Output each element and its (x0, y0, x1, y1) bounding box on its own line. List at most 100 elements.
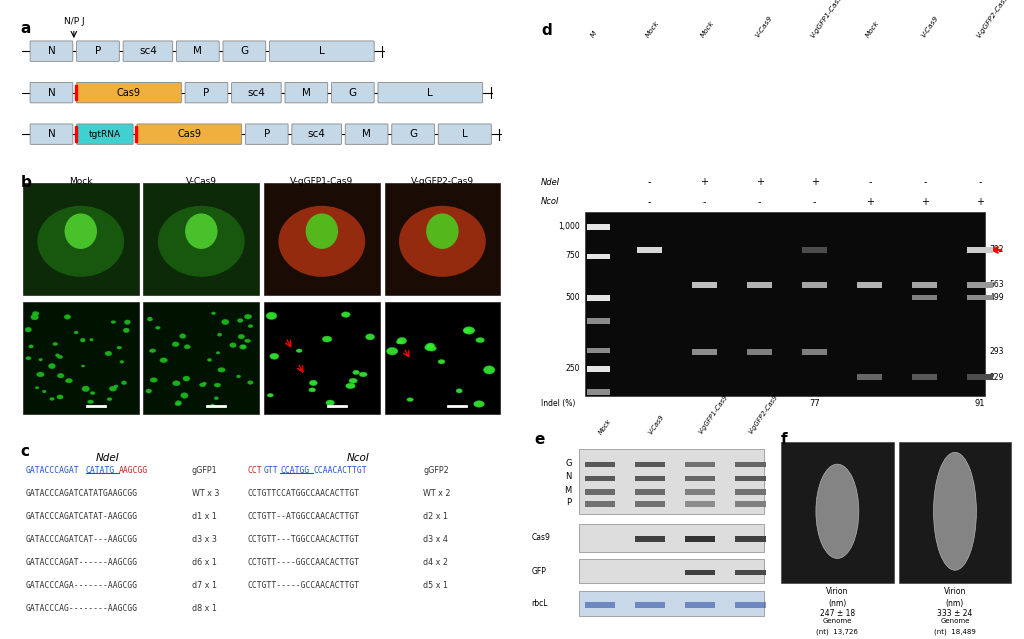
Text: NcoI: NcoI (346, 453, 370, 463)
Ellipse shape (359, 372, 368, 377)
Ellipse shape (25, 327, 32, 332)
Ellipse shape (200, 383, 206, 387)
Text: GATACCCAGAT------AAGCGG: GATACCCAGAT------AAGCGG (26, 558, 137, 567)
Text: GATACCCAG--------AAGCGG: GATACCCAG--------AAGCGG (26, 604, 137, 613)
Text: CCT: CCT (247, 466, 262, 475)
Ellipse shape (483, 366, 495, 374)
Ellipse shape (33, 311, 39, 316)
Text: gGFP2: gGFP2 (423, 466, 449, 475)
Text: NdeI: NdeI (542, 178, 560, 187)
Ellipse shape (114, 385, 118, 387)
Bar (635, 489, 666, 495)
Text: 563: 563 (989, 281, 1005, 289)
Ellipse shape (122, 381, 127, 385)
FancyBboxPatch shape (332, 82, 374, 103)
Ellipse shape (26, 357, 31, 360)
Bar (579, 449, 765, 514)
Ellipse shape (147, 317, 153, 321)
Text: +: + (866, 197, 873, 207)
Ellipse shape (111, 321, 116, 323)
Text: +: + (811, 177, 819, 187)
Ellipse shape (214, 397, 218, 400)
Ellipse shape (216, 351, 220, 354)
Text: V-gGFP1-Cas9: V-gGFP1-Cas9 (697, 394, 729, 435)
FancyBboxPatch shape (30, 124, 73, 144)
Text: +: + (976, 197, 984, 207)
Text: -: - (978, 177, 982, 187)
Text: d5 x 1: d5 x 1 (423, 581, 449, 590)
Ellipse shape (279, 206, 366, 277)
Ellipse shape (82, 386, 89, 392)
Bar (585, 462, 615, 468)
Ellipse shape (305, 213, 338, 249)
Bar (968, 374, 992, 380)
Text: +: + (921, 197, 929, 207)
Ellipse shape (456, 389, 462, 393)
Ellipse shape (65, 314, 71, 320)
Text: CCAACACTTGT: CCAACACTTGT (313, 466, 367, 475)
Text: -: - (647, 197, 651, 207)
Bar (912, 282, 937, 288)
Text: WT x 2: WT x 2 (423, 489, 451, 498)
Ellipse shape (349, 378, 357, 383)
Text: -: - (868, 177, 871, 187)
Bar (587, 295, 610, 301)
Ellipse shape (57, 395, 63, 399)
Ellipse shape (463, 327, 475, 334)
Text: Genome: Genome (822, 619, 852, 624)
Bar (579, 559, 765, 583)
Bar (135, 127, 137, 142)
Ellipse shape (35, 387, 39, 389)
Ellipse shape (474, 401, 484, 407)
Bar (635, 501, 666, 507)
Bar (585, 489, 615, 495)
Ellipse shape (66, 378, 73, 383)
Text: (nm): (nm) (946, 599, 964, 608)
Ellipse shape (57, 355, 62, 358)
Bar (802, 282, 827, 288)
Text: d2 x 1: d2 x 1 (423, 512, 449, 521)
Text: d7 x 1: d7 x 1 (191, 581, 217, 590)
Text: Mock: Mock (644, 20, 660, 39)
Bar (635, 462, 666, 468)
Text: rbcL: rbcL (531, 599, 548, 608)
Ellipse shape (221, 320, 229, 325)
Bar (635, 536, 666, 542)
Text: GATACCCAGA-------AAGCGG: GATACCCAGA-------AAGCGG (26, 581, 137, 590)
Ellipse shape (74, 331, 78, 334)
Text: a: a (20, 21, 31, 36)
Text: Genome: Genome (940, 619, 970, 624)
Ellipse shape (90, 392, 95, 394)
Ellipse shape (248, 325, 253, 328)
Text: G: G (409, 129, 417, 139)
FancyBboxPatch shape (269, 41, 374, 61)
Text: Cas9: Cas9 (177, 129, 202, 139)
Ellipse shape (57, 373, 63, 378)
Ellipse shape (80, 338, 85, 342)
FancyBboxPatch shape (137, 124, 242, 144)
Text: NcoI: NcoI (542, 197, 560, 206)
Ellipse shape (426, 213, 459, 249)
Text: V-gGFP2-Cas9: V-gGFP2-Cas9 (411, 176, 474, 186)
Ellipse shape (248, 381, 253, 384)
Text: c: c (20, 443, 30, 459)
Text: (nm): (nm) (828, 599, 847, 608)
Bar (585, 501, 615, 507)
Text: V-gGFP1-Cas9: V-gGFP1-Cas9 (290, 176, 353, 186)
Text: CCATGG: CCATGG (281, 466, 309, 475)
Bar (912, 295, 937, 300)
Text: P: P (204, 88, 210, 98)
Text: V-Cas9: V-Cas9 (185, 176, 217, 186)
Text: (nt)  18,489: (nt) 18,489 (934, 628, 976, 635)
Ellipse shape (245, 339, 251, 343)
Ellipse shape (934, 452, 977, 570)
FancyBboxPatch shape (77, 82, 181, 103)
Ellipse shape (326, 400, 335, 406)
Bar (898, 442, 1012, 583)
Text: Virion: Virion (826, 587, 849, 596)
Text: L: L (462, 129, 468, 139)
Bar (579, 524, 765, 551)
Bar (685, 501, 716, 507)
Text: V-Cas9: V-Cas9 (755, 15, 774, 39)
Text: Indel (%): Indel (%) (542, 399, 575, 408)
